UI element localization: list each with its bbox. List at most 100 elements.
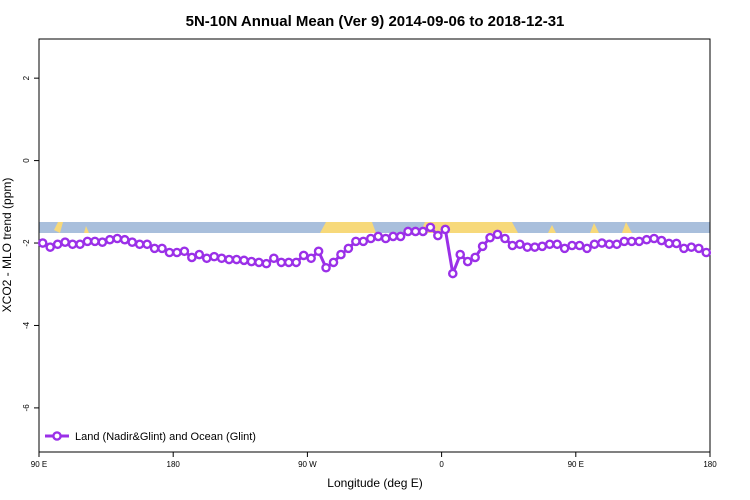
data-point [164,247,175,258]
data-point [664,238,674,249]
data-point [544,239,555,250]
x-tick-label: 180 [703,460,717,469]
data-point [395,231,406,242]
data-point [105,234,115,245]
data-point [634,236,644,247]
data-point [649,233,659,244]
data-point [336,249,346,260]
data-point [604,239,615,250]
data-point [612,239,622,250]
x-tick-label: 0 [439,460,444,469]
legend-label: Land (Nadir&Glint) and Ocean (Glint) [75,431,256,443]
data-point [559,243,570,254]
data-point [589,239,600,250]
data-point [313,246,324,257]
data-point [619,236,630,247]
data-point [537,241,548,252]
data-point [380,233,391,244]
data-point [462,256,473,267]
data-point [410,226,421,237]
data-point [455,249,466,260]
data-point [694,243,704,254]
data-point [239,255,249,266]
chart-title: 5N-10N Annual Mean (Ver 9) 2014-09-06 to… [186,13,565,30]
y-tick-label: -2 [22,239,31,247]
data-point [641,234,652,245]
x-tick-label: 90 E [568,460,584,469]
data-point [574,240,585,251]
x-axis-label: Longitude (deg E) [327,476,422,490]
x-tick-label: 90 W [298,460,317,469]
data-point [507,240,518,251]
data-point [425,222,436,233]
data-point [45,242,55,252]
data-point [269,253,279,264]
y-tick-label: 0 [22,158,31,163]
y-tick-label: 2 [22,75,31,80]
data-point [552,239,562,250]
data-point [321,262,331,273]
data-point [127,237,137,248]
data-point [597,238,607,248]
data-point [306,253,316,264]
data-point [500,233,510,244]
data-point [142,239,152,250]
data-point [447,268,458,279]
data-point [224,254,234,265]
data-point [283,257,294,268]
data-point [179,246,190,257]
data-point [172,247,182,258]
data-point [358,236,369,247]
data-point [440,224,451,235]
data-point [582,243,592,254]
data-point [477,241,488,252]
data-point [515,239,525,250]
land-ocean-band [39,222,710,233]
data-point [276,257,287,268]
data-point [701,247,712,258]
data-point [216,253,227,264]
data-point [37,238,48,248]
data-point [90,236,100,247]
data-point [567,240,577,251]
data-point [626,236,637,247]
data-point [671,238,682,249]
data-point [679,243,689,254]
data-point [433,230,443,241]
x-tick-label: 90 E [31,460,47,469]
data-point [291,257,302,268]
data-point [403,226,413,237]
data-point [67,239,78,250]
data-point [157,243,167,254]
data-point [343,243,354,254]
data-point [194,249,205,260]
legend-marker [52,431,62,441]
data-point [365,233,376,244]
data-point [522,242,533,252]
data-point [134,239,145,250]
data-point [60,237,70,248]
data-point [246,256,257,267]
data-point [470,252,480,263]
y-tick-label: -4 [22,321,31,329]
data-point [52,239,63,250]
data-point [209,251,220,262]
data-point [373,231,384,242]
data-point [529,242,540,252]
x-tick-label: 180 [167,460,181,469]
data-point [119,234,130,245]
data-point [351,236,361,247]
data-point [201,253,212,264]
data-point [485,232,495,243]
data-point [418,226,428,237]
data-point [686,242,697,252]
data-point [112,233,123,244]
data-point [187,252,197,263]
data-point [656,235,667,246]
data-point [298,250,309,261]
data-point [254,257,264,268]
y-axis-label: XCO2 - MLO trend (ppm) [0,178,14,313]
data-point [388,231,398,242]
data-point [328,257,339,268]
